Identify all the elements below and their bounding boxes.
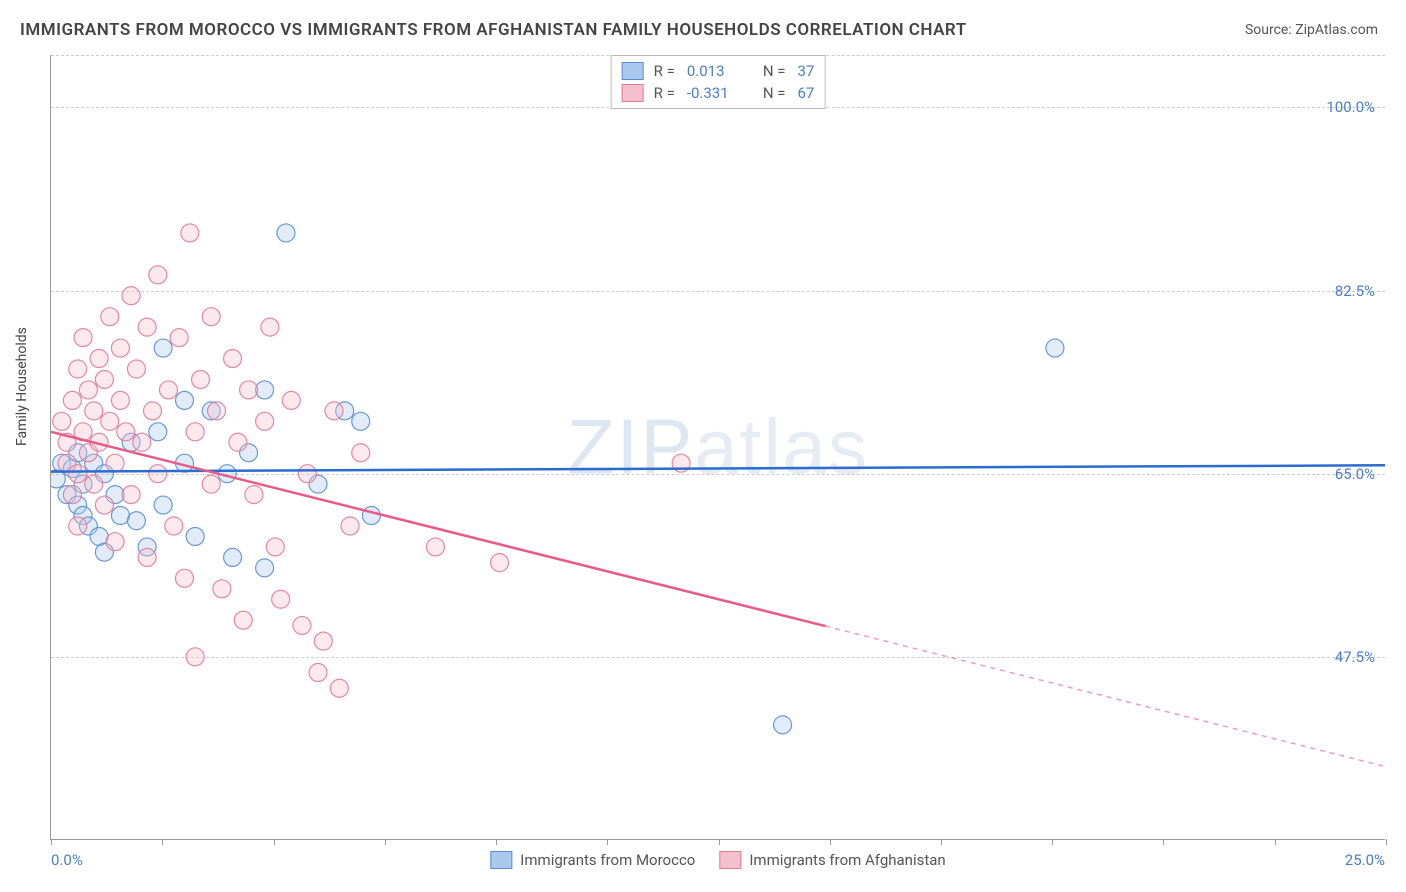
chart-title: IMMIGRANTS FROM MOROCCO VS IMMIGRANTS FR… [20,20,967,40]
r-label: R = [654,62,675,80]
plot-area: ZIPatlas R = 0.013 N = 37 R = -0.331 N =… [50,55,1385,840]
legend-item-afghanistan: Immigrants from Afghanistan [719,851,945,869]
n-value-afghanistan: 67 [797,84,814,102]
legend-item-morocco: Immigrants from Morocco [490,851,695,869]
r-value-afghanistan: -0.331 [687,84,743,102]
legend-label-morocco: Immigrants from Morocco [520,851,695,869]
n-value-morocco: 37 [797,62,814,80]
plot-svg [51,55,1385,839]
r-value-morocco: 0.013 [687,62,743,80]
swatch-morocco [622,62,644,80]
source-attribution: Source: ZipAtlas.com [1245,22,1378,38]
x-axis-min-label: 0.0% [51,851,83,869]
n-label: N = [763,84,786,102]
swatch-afghanistan-bottom [719,851,741,869]
n-label: N = [763,62,786,80]
legend-series: Immigrants from Morocco Immigrants from … [490,851,945,869]
x-axis-max-label: 25.0% [1345,851,1385,869]
legend-stats: R = 0.013 N = 37 R = -0.331 N = 67 [611,55,826,109]
legend-label-afghanistan: Immigrants from Afghanistan [749,851,945,869]
swatch-afghanistan [622,84,644,102]
r-label: R = [654,84,675,102]
y-axis-label: Family Households [14,327,30,446]
legend-stats-row-2: R = -0.331 N = 67 [622,82,815,104]
legend-stats-row-1: R = 0.013 N = 37 [622,60,815,82]
chart-container: IMMIGRANTS FROM MOROCCO VS IMMIGRANTS FR… [0,0,1406,892]
swatch-morocco-bottom [490,851,512,869]
